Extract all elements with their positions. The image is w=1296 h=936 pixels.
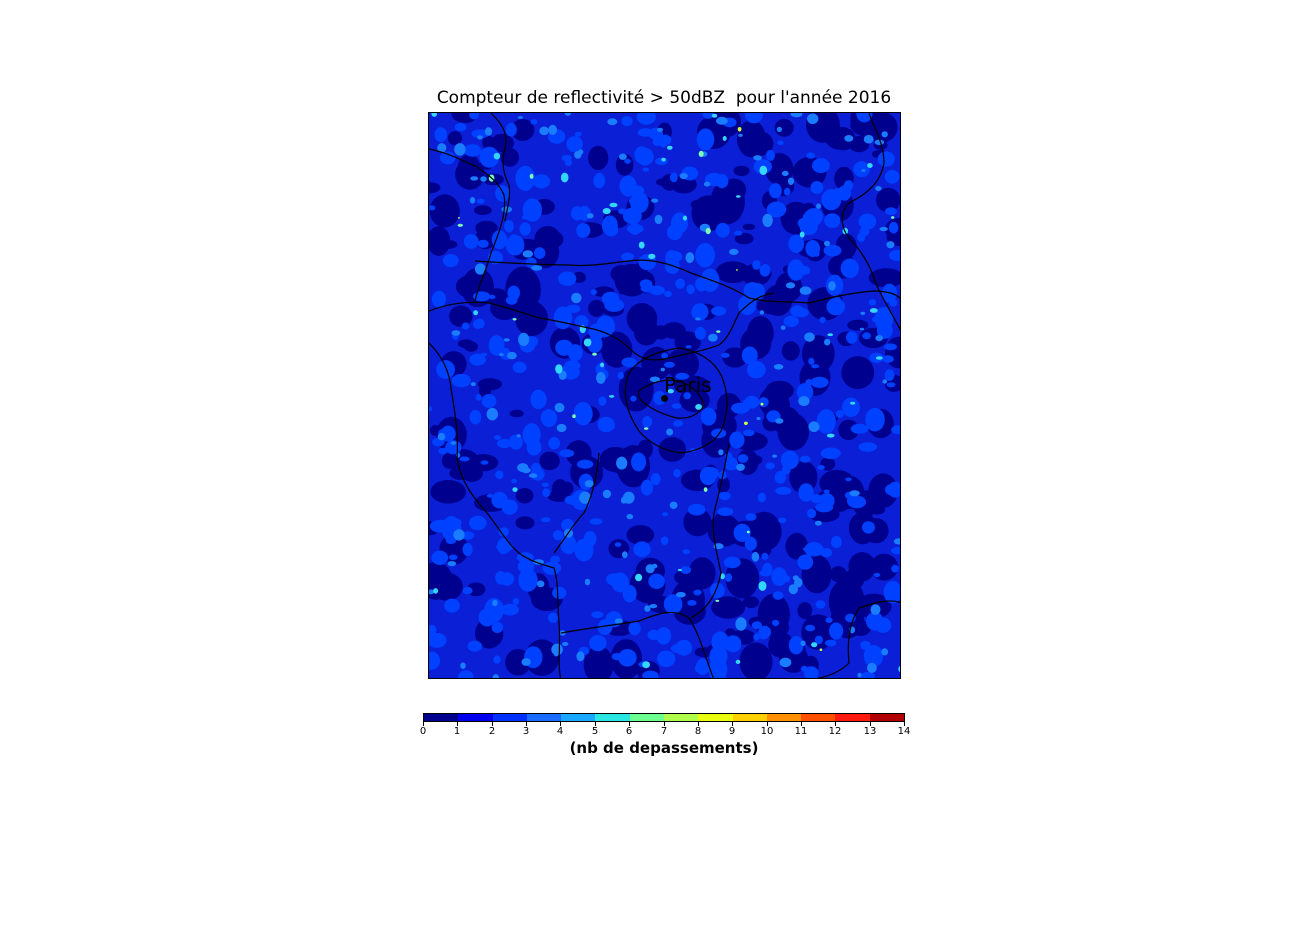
colorbar-tick-label: 11 xyxy=(794,726,808,737)
colorbar-tick xyxy=(801,722,802,726)
colorbar-tick-label: 14 xyxy=(897,726,911,737)
colorbar-tick-label: 13 xyxy=(863,726,877,737)
colorbar-tick xyxy=(767,722,768,726)
colorbar-tick xyxy=(698,722,699,726)
colorbar-segment xyxy=(526,714,562,721)
colorbar-tick-label: 6 xyxy=(625,726,633,737)
colorbar-tick xyxy=(664,722,665,726)
colorbar-segment xyxy=(595,714,630,721)
colorbar-segment xyxy=(732,714,767,721)
colorbar-tick-label: 0 xyxy=(419,726,427,737)
colorbar-segment xyxy=(629,714,664,721)
colorbar-segment xyxy=(835,714,870,721)
colorbar-segment xyxy=(424,714,459,721)
colorbar-segment xyxy=(492,714,527,721)
colorbar-segment xyxy=(561,714,596,721)
colorbar-label: (nb de depassements) xyxy=(569,739,759,757)
colorbar-tick xyxy=(457,722,458,726)
colorbar-tick xyxy=(595,722,596,726)
colorbar-segment xyxy=(869,714,904,721)
colorbar-tick-label: 3 xyxy=(522,726,530,737)
colorbar-segment xyxy=(698,714,733,721)
colorbar-tick-label: 9 xyxy=(728,726,736,737)
colorbar-tick xyxy=(904,722,905,726)
colorbar-tick-label: 12 xyxy=(828,726,842,737)
colorbar-segment xyxy=(766,714,802,721)
colorbar-tick-label: 10 xyxy=(760,726,774,737)
colorbar-tick xyxy=(423,722,424,726)
colorbar-tick xyxy=(560,722,561,726)
colorbar-tick xyxy=(526,722,527,726)
colorbar-tick-label: 5 xyxy=(591,726,599,737)
colorbar-tick xyxy=(492,722,493,726)
colorbar-tick xyxy=(732,722,733,726)
colorbar-segment xyxy=(801,714,836,721)
colorbar-tick xyxy=(835,722,836,726)
colorbar-segment xyxy=(663,714,699,721)
colorbar-tick-label: 1 xyxy=(453,726,461,737)
colorbar-tick-label: 2 xyxy=(488,726,496,737)
paris-marker xyxy=(661,395,668,402)
colorbar-tick-label: 8 xyxy=(694,726,702,737)
colorbar-tick xyxy=(629,722,630,726)
map-title: Compteur de reflectivité > 50dBZ pour l'… xyxy=(436,88,892,108)
colorbar xyxy=(423,713,905,722)
colorbar-segment xyxy=(458,714,493,721)
reflectivity-map: Paris xyxy=(428,112,901,679)
colorbar-tick xyxy=(870,722,871,726)
colorbar-tick-label: 7 xyxy=(660,726,668,737)
colorbar-ticks: 0 1 2 3 4 5 6 7 8 9 10 11 12 13 14 xyxy=(419,722,910,737)
colorbar-tick-label: 4 xyxy=(556,726,564,737)
paris-label: Paris xyxy=(664,373,712,397)
